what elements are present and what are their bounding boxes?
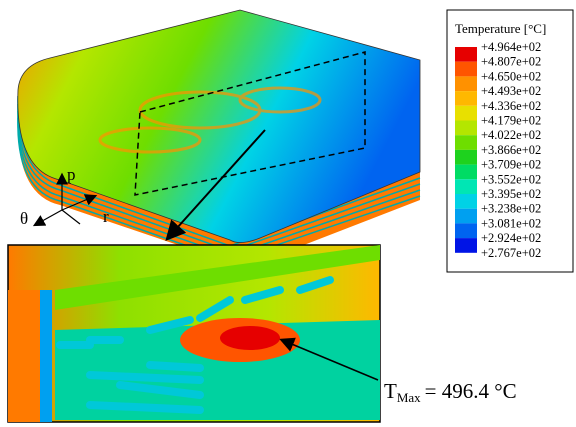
axis-r: r bbox=[103, 207, 109, 226]
legend-label: +3.081e+02 bbox=[481, 216, 541, 230]
legend-swatch bbox=[455, 106, 477, 121]
axis-theta: θ bbox=[20, 209, 28, 228]
legend-swatch bbox=[455, 62, 477, 77]
legend-swatch bbox=[455, 76, 477, 91]
zoom-view bbox=[8, 245, 380, 422]
legend-label: +4.179e+02 bbox=[481, 114, 541, 128]
legend-label: +3.552e+02 bbox=[481, 172, 541, 186]
axis-p: p bbox=[67, 165, 76, 184]
legend-label: +4.650e+02 bbox=[481, 69, 541, 83]
legend-label: +4.022e+02 bbox=[481, 128, 541, 142]
legend-label: +2.924e+02 bbox=[481, 231, 541, 245]
tmax-symbol: T bbox=[384, 379, 397, 403]
legend-swatch bbox=[455, 165, 477, 180]
legend-swatch bbox=[455, 91, 477, 106]
legend-label: +4.807e+02 bbox=[481, 55, 541, 69]
legend-label: +3.395e+02 bbox=[481, 187, 541, 201]
legend-label: +3.238e+02 bbox=[481, 202, 541, 216]
legend-swatch bbox=[455, 135, 477, 150]
legend-label: +2.767e+02 bbox=[481, 246, 541, 260]
legend-label: +4.493e+02 bbox=[481, 84, 541, 98]
legend-swatch bbox=[455, 209, 477, 224]
legend-label: +4.336e+02 bbox=[481, 99, 541, 113]
legend-swatch bbox=[455, 121, 477, 136]
legend-swatch bbox=[455, 194, 477, 209]
legend-swatch bbox=[455, 223, 477, 238]
legend-swatch bbox=[455, 150, 477, 165]
tmax-text: = 496.4 °C bbox=[425, 379, 517, 403]
tmax-subscript: Max bbox=[397, 390, 421, 405]
figure: p θ r TMax = 496.4 °C Temperature [°C] +4… bbox=[0, 0, 576, 427]
legend-swatch bbox=[455, 47, 477, 62]
legend-label: +3.709e+02 bbox=[481, 158, 541, 172]
legend-swatch bbox=[455, 238, 477, 253]
legend: +4.964e+02+4.807e+02+4.650e+02+4.493e+02… bbox=[455, 40, 541, 260]
legend-label: +4.964e+02 bbox=[481, 40, 541, 54]
legend-title: Temperature [°C] bbox=[455, 21, 546, 36]
tmax-annotation: TMax = 496.4 °C bbox=[384, 379, 517, 405]
legend-swatch bbox=[455, 179, 477, 194]
legend-label: +3.866e+02 bbox=[481, 143, 541, 157]
